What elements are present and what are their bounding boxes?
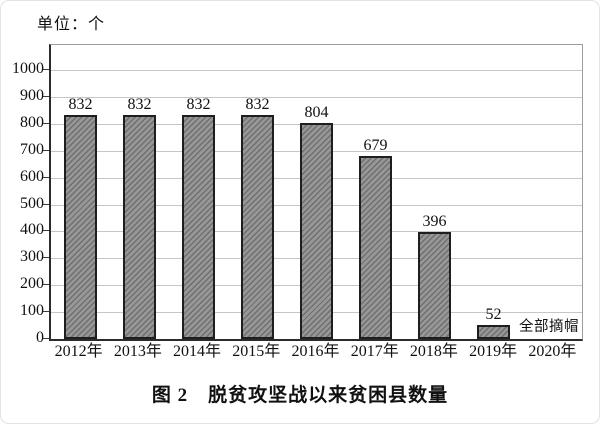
chart-caption: 图 2 脱贫攻坚战以来贫困县数量 bbox=[151, 385, 449, 406]
x-tick-label: 2014年 bbox=[173, 343, 222, 360]
y-tick-label: 500 bbox=[20, 195, 44, 212]
y-tick-label: 100 bbox=[20, 302, 44, 319]
y-tick-label: 800 bbox=[20, 114, 44, 131]
x-axis-labels: 2012年 2013年 2014年 2015年 2016年 2017年 2018年 2019年… bbox=[49, 343, 582, 361]
y-axis-labels: 0 100 200 300 400 500 600 700 800 900 1000 bbox=[1, 44, 44, 346]
unit-label: 单位：个 bbox=[37, 16, 106, 33]
bar-column: 804 bbox=[287, 104, 346, 339]
y-tick bbox=[43, 96, 49, 97]
y-tick-label: 300 bbox=[20, 248, 44, 265]
y-tick bbox=[43, 150, 49, 151]
y-tick-label: 900 bbox=[20, 87, 44, 104]
gridline bbox=[51, 97, 582, 98]
bar bbox=[123, 115, 156, 339]
y-tick bbox=[43, 204, 49, 205]
bar-value-label: 832 bbox=[127, 96, 152, 113]
x-tick-label: 2017年 bbox=[350, 343, 399, 360]
x-tick-label: 2012年 bbox=[54, 343, 103, 360]
bar-value-label: 832 bbox=[186, 96, 211, 113]
y-tick-label: 600 bbox=[20, 168, 44, 185]
y-tick bbox=[43, 123, 49, 124]
x-tick-label: 2015年 bbox=[232, 343, 281, 360]
bars-row: 832 832 832 832 804 679 396 52 bbox=[51, 45, 582, 339]
bar-column: 679 bbox=[346, 137, 405, 339]
y-tick-label: 400 bbox=[20, 221, 44, 238]
gridline bbox=[51, 70, 582, 71]
x-tick-label: 2016年 bbox=[291, 343, 340, 360]
bar bbox=[64, 115, 97, 339]
y-tick bbox=[43, 311, 49, 312]
annotation-all-delisted: 全部摘帽 bbox=[519, 319, 579, 335]
y-tick bbox=[43, 69, 49, 70]
plot-area: 832 832 832 832 804 679 396 52 全部摘帽 bbox=[43, 44, 583, 341]
y-tick bbox=[43, 284, 49, 285]
x-tick-label: 2013年 bbox=[113, 343, 162, 360]
bar-value-label: 52 bbox=[485, 306, 502, 323]
bar-column: 832 bbox=[228, 96, 287, 339]
bar bbox=[300, 123, 333, 339]
bar-column: 396 bbox=[405, 213, 464, 339]
y-tick-label: 200 bbox=[20, 275, 44, 292]
bar-value-label: 832 bbox=[245, 96, 270, 113]
bar bbox=[182, 115, 215, 339]
bar-value-label: 804 bbox=[304, 104, 329, 121]
x-tick-label: 2020年 bbox=[528, 343, 577, 360]
y-tick bbox=[43, 338, 49, 339]
y-tick-label: 1000 bbox=[12, 60, 44, 77]
bar bbox=[477, 325, 510, 339]
bar bbox=[359, 156, 392, 339]
bar-column: 52 bbox=[464, 306, 523, 339]
y-tick bbox=[43, 230, 49, 231]
bar-value-label: 832 bbox=[68, 96, 93, 113]
x-tick-label: 2018年 bbox=[409, 343, 458, 360]
bar bbox=[418, 232, 451, 339]
y-tick bbox=[43, 257, 49, 258]
y-tick-label: 0 bbox=[36, 329, 44, 346]
bar-column: 832 bbox=[51, 96, 110, 339]
x-tick-label: 2019年 bbox=[469, 343, 518, 360]
bar bbox=[241, 115, 274, 339]
bar-value-label: 396 bbox=[422, 213, 447, 230]
bar-column: 832 bbox=[110, 96, 169, 339]
y-tick bbox=[43, 177, 49, 178]
y-tick-label: 700 bbox=[20, 141, 44, 158]
bar-value-label: 679 bbox=[363, 137, 388, 154]
bar-column: 832 bbox=[169, 96, 228, 339]
